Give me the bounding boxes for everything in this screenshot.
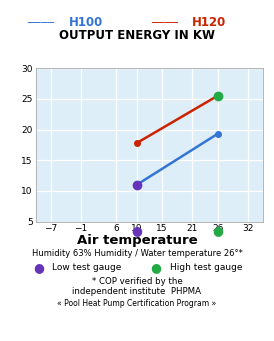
Text: * COP verified by the: * COP verified by the: [92, 277, 182, 286]
Text: ●: ●: [212, 224, 223, 237]
Text: High test gauge: High test gauge: [170, 263, 242, 272]
Text: independent institute  PHPMA: independent institute PHPMA: [73, 287, 201, 296]
Text: « Pool Heat Pump Certification Program »: « Pool Heat Pump Certification Program »: [57, 299, 217, 308]
Text: ────: ────: [27, 17, 55, 27]
Text: OUTPUT ENERGY IN KW: OUTPUT ENERGY IN KW: [59, 29, 215, 42]
Text: H100: H100: [68, 16, 103, 29]
Text: ────: ────: [151, 17, 178, 27]
Text: H120: H120: [192, 16, 226, 29]
Text: Air temperature: Air temperature: [77, 234, 197, 247]
Text: ●: ●: [33, 261, 44, 274]
Text: Humidity 63% Humidity / Water temperature 26°*: Humidity 63% Humidity / Water temperatur…: [32, 249, 242, 257]
Text: ●: ●: [131, 224, 142, 237]
Text: ●: ●: [151, 261, 162, 274]
Text: Low test gauge: Low test gauge: [52, 263, 121, 272]
